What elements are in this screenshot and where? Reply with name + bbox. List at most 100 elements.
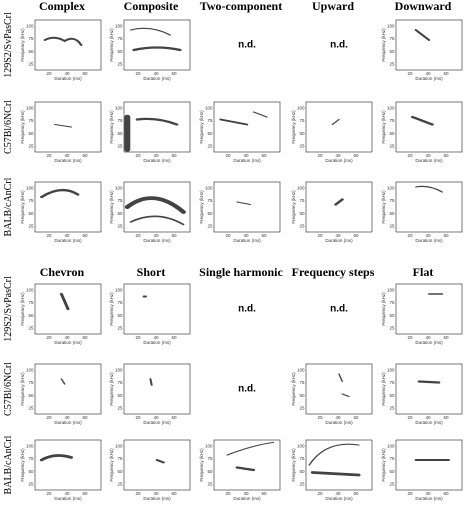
x-axis-label: Duration (ms) (415, 340, 443, 345)
x-tick-label: 40 (425, 491, 431, 496)
x-axis-label: Duration (ms) (54, 76, 82, 81)
y-tick-label: 25 (117, 144, 123, 149)
y-tick-label: 100 (26, 106, 34, 111)
y-tick-label: 100 (26, 24, 34, 29)
x-axis-label: Duration (ms) (325, 420, 353, 425)
y-tick-label: 75 (117, 118, 123, 123)
x-axis-label: Duration (ms) (143, 238, 171, 243)
column-title: Two-component (200, 0, 282, 13)
x-axis-label: Duration (ms) (54, 496, 82, 501)
panel-frame (34, 439, 102, 491)
y-tick-label: 75 (207, 118, 213, 123)
trace (155, 459, 165, 464)
panel-frame (395, 363, 463, 415)
trace (414, 29, 431, 41)
not-detected: n.d. (330, 304, 348, 315)
trace (129, 215, 185, 226)
x-tick-label: 20 (317, 491, 323, 496)
panel-frame (123, 181, 191, 233)
x-tick-label: 20 (317, 153, 323, 158)
not-detected: n.d. (238, 384, 256, 395)
x-tick-label: 60 (443, 415, 449, 420)
x-axis-label: Duration (ms) (143, 158, 171, 163)
x-tick-label: 40 (425, 71, 431, 76)
y-tick-label: 25 (207, 224, 213, 229)
y-tick-label: 75 (28, 198, 34, 203)
y-tick-label: 25 (117, 326, 123, 331)
y-tick-label: 100 (115, 444, 123, 449)
trace (252, 111, 268, 118)
panel-frame (395, 19, 463, 71)
y-tick-label: 75 (207, 456, 213, 461)
y-tick-label: 50 (389, 313, 395, 318)
y-tick-label: 100 (26, 444, 34, 449)
spectrogram-panel: 25 50 75 100 20 40 60 Frequency (kHz) Duration (… (291, 439, 373, 501)
trace (236, 201, 252, 206)
y-tick-label: 25 (28, 406, 34, 411)
x-tick-label: 60 (82, 415, 88, 420)
x-tick-label: 20 (135, 71, 141, 76)
x-tick-label: 20 (225, 491, 231, 496)
row-label: C57Bl/6NCrl (3, 362, 14, 416)
x-tick-label: 60 (443, 335, 449, 340)
y-tick-label: 25 (117, 406, 123, 411)
y-tick-label: 100 (297, 368, 305, 373)
trace (334, 198, 344, 206)
x-tick-label: 60 (82, 491, 88, 496)
x-axis-label: Duration (ms) (415, 496, 443, 501)
y-axis-label: Frequency (kHz) (381, 190, 386, 224)
spectrogram-panel: 25 50 75 100 20 40 60 Frequency (kHz) Duration (… (109, 181, 191, 243)
column-title: Short (137, 265, 166, 279)
x-tick-label: 20 (135, 415, 141, 420)
x-tick-label: 40 (64, 233, 70, 238)
panel-frame (305, 101, 373, 153)
panel-frame (305, 439, 373, 491)
x-tick-label: 20 (407, 233, 413, 238)
x-axis-label: Duration (ms) (54, 420, 82, 425)
y-tick-label: 100 (387, 24, 395, 29)
y-tick-label: 50 (117, 131, 123, 136)
row-label: C57Bl/6NCrl (3, 100, 14, 154)
y-tick-label: 50 (299, 469, 305, 474)
spectrogram-panel: 25 50 75 100 20 40 60 Frequency (kHz) Duration (… (199, 439, 281, 501)
y-tick-label: 75 (389, 300, 395, 305)
column-title: Upward (312, 0, 354, 13)
y-tick-label: 100 (387, 288, 395, 293)
not-detected: n.d. (238, 40, 256, 51)
x-tick-label: 60 (82, 153, 88, 158)
x-tick-label: 40 (335, 415, 341, 420)
panel-frame (123, 283, 191, 335)
trace (60, 378, 66, 385)
trace (235, 466, 256, 472)
x-axis-label: Duration (ms) (54, 238, 82, 243)
x-axis-label: Duration (ms) (143, 340, 171, 345)
y-tick-label: 25 (207, 482, 213, 487)
panel-frame (34, 19, 102, 71)
x-tick-label: 60 (443, 491, 449, 496)
y-tick-label: 50 (389, 49, 395, 54)
y-tick-label: 75 (117, 198, 123, 203)
panel-frame (123, 439, 191, 491)
panel-frame (395, 101, 463, 153)
y-axis-label: Frequency (kHz) (381, 110, 386, 144)
x-tick-label: 20 (135, 153, 141, 158)
x-tick-label: 40 (335, 153, 341, 158)
trace (40, 188, 80, 199)
y-axis-label: Frequency (kHz) (20, 448, 25, 482)
trace (43, 36, 83, 46)
spectrogram-panel: 25 50 75 100 20 40 60 Frequency (kHz) Duration (… (381, 283, 463, 345)
x-tick-label: 60 (443, 153, 449, 158)
y-axis-label: Frequency (kHz) (109, 448, 114, 482)
y-tick-label: 100 (297, 444, 305, 449)
x-tick-label: 40 (425, 233, 431, 238)
x-tick-label: 20 (46, 71, 52, 76)
y-tick-label: 50 (389, 131, 395, 136)
spectrogram-panel: 25 50 75 100 20 40 60 Frequency (kHz) Duration (… (381, 363, 463, 425)
column-title: Chevron (40, 265, 85, 279)
y-tick-label: 25 (389, 224, 395, 229)
panel-frame (213, 181, 281, 233)
x-axis-label: Duration (ms) (325, 496, 353, 501)
x-tick-label: 20 (135, 491, 141, 496)
x-tick-label: 60 (443, 71, 449, 76)
spectrogram-panel: 25 50 75 100 20 40 60 Frequency (kHz) Duration (… (109, 363, 191, 425)
